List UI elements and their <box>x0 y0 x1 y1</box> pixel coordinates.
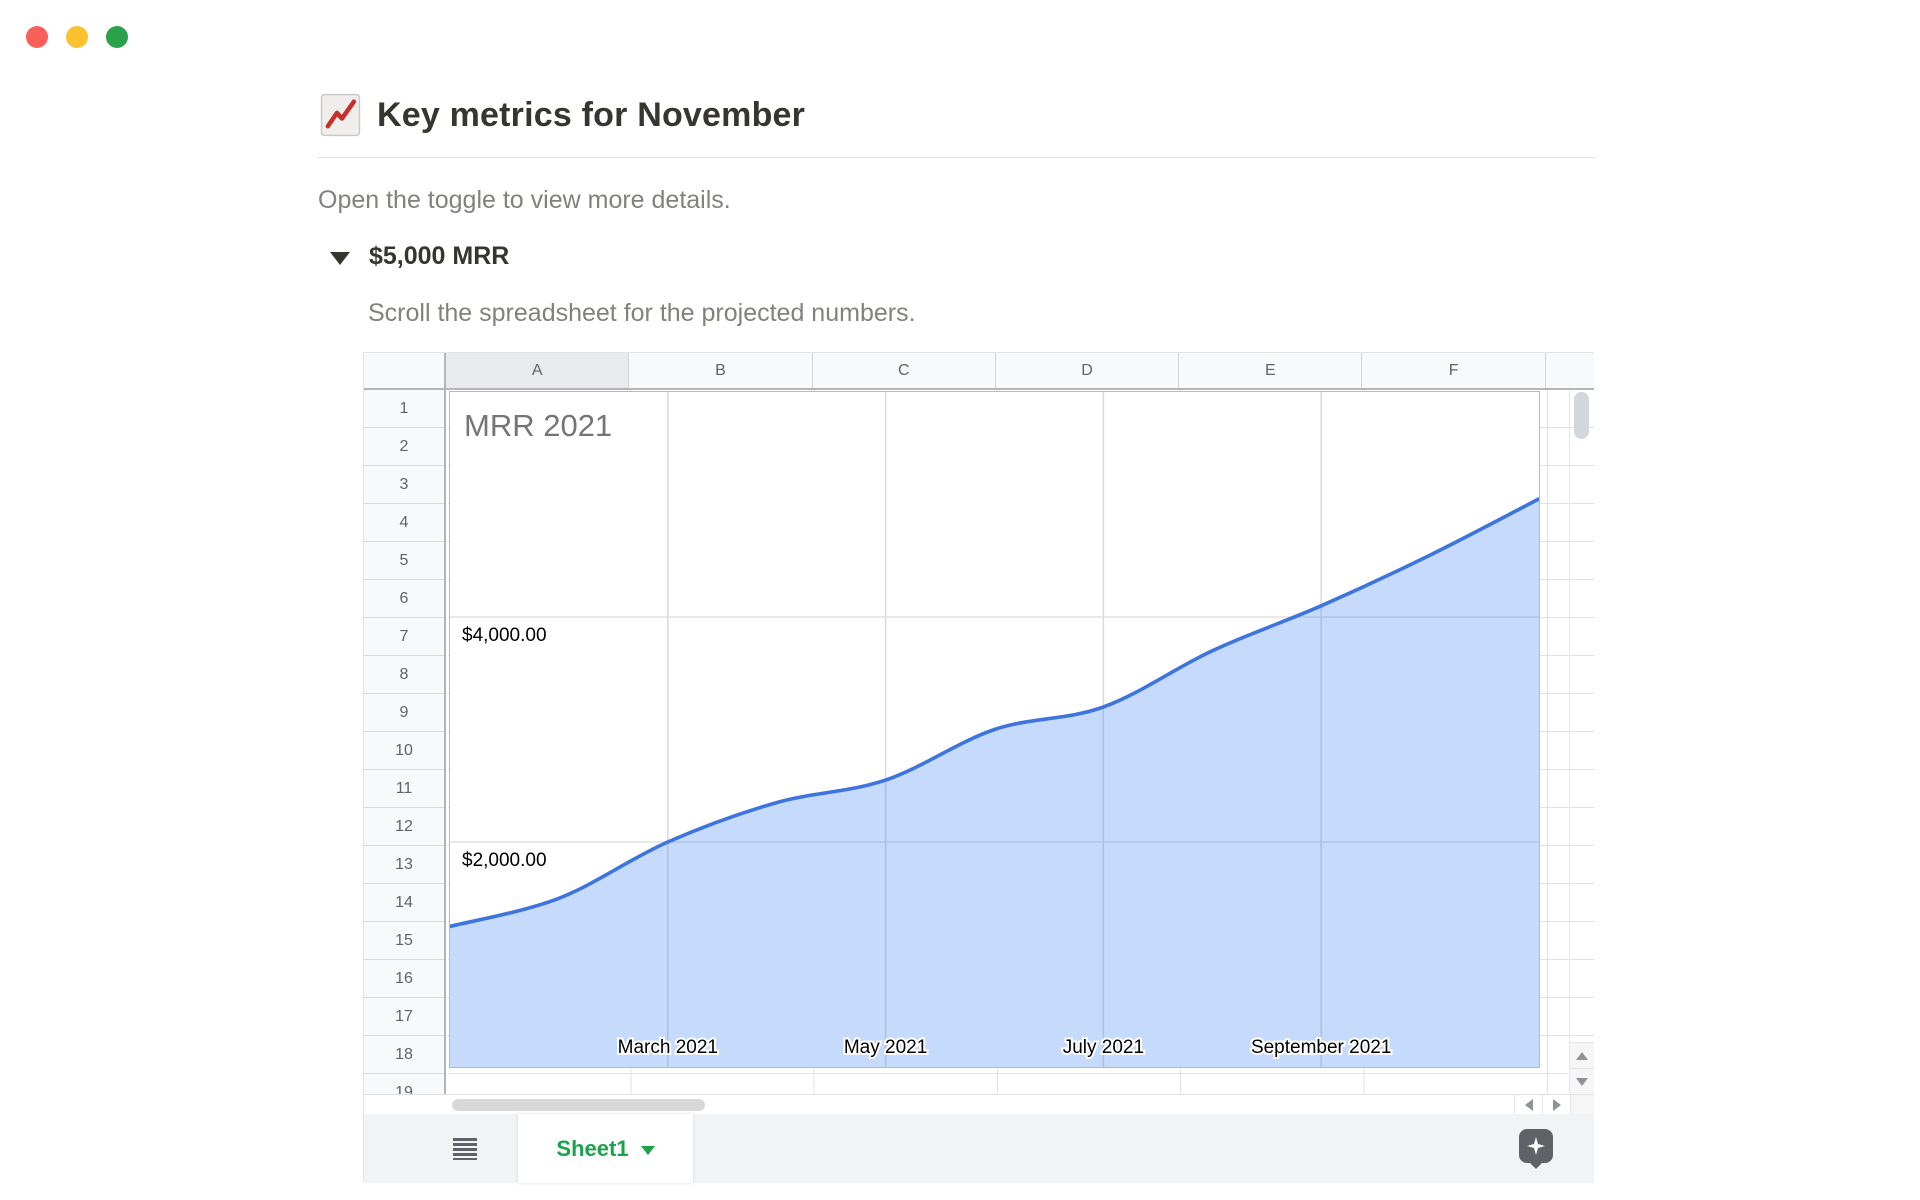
zoom-button[interactable] <box>106 26 128 48</box>
right-arrow-icon <box>1552 1099 1561 1111</box>
x-axis-label: July 2021 <box>1063 1037 1144 1058</box>
y-axis-label: $4,000.00 <box>462 625 547 646</box>
row-header-17[interactable]: 17 <box>364 998 444 1036</box>
up-arrow-icon <box>1576 1051 1588 1060</box>
intro-paragraph[interactable]: Open the toggle to view more details. <box>318 186 731 214</box>
scroll-down-button[interactable] <box>1570 1068 1594 1094</box>
column-header-partial <box>1545 353 1594 388</box>
row-header-19[interactable]: 19 <box>364 1074 444 1094</box>
column-header-C[interactable]: C <box>812 353 996 388</box>
x-axis-label: May 2021 <box>844 1037 927 1058</box>
left-arrow-icon <box>1524 1099 1533 1111</box>
row-header-1[interactable]: 1 <box>364 390 444 428</box>
row-header-12[interactable]: 12 <box>364 808 444 846</box>
close-button[interactable] <box>26 26 48 48</box>
row-header-9[interactable]: 9 <box>364 694 444 732</box>
row-header-11[interactable]: 11 <box>364 770 444 808</box>
sheet-tab-bar: Sheet1 <box>364 1114 1594 1183</box>
toggle-label[interactable]: $5,000 MRR <box>369 242 510 270</box>
scroll-right-button[interactable] <box>1542 1095 1570 1115</box>
row-header-15[interactable]: 15 <box>364 922 444 960</box>
row-header-2[interactable]: 2 <box>364 428 444 466</box>
chart-series-line <box>450 497 1539 929</box>
mrr-chart-svg: MRR 2021 $4,000.00 $2,000.00 March 2021 May … <box>450 392 1539 1067</box>
row-header-8[interactable]: 8 <box>364 656 444 694</box>
x-axis-label: September 2021 <box>1251 1037 1392 1058</box>
horizontal-scrollbar[interactable] <box>364 1094 1594 1115</box>
row-header-column: 1 2 3 4 5 6 7 8 9 10 11 12 13 14 15 16 17 18 19 <box>364 390 446 1094</box>
column-header-F[interactable]: F <box>1362 353 1546 388</box>
chart-increasing-emoji <box>320 93 361 137</box>
toggle-open-icon[interactable] <box>330 251 350 265</box>
row-header-7[interactable]: 7 <box>364 618 444 656</box>
scroll-left-button[interactable] <box>1514 1095 1542 1115</box>
explore-button[interactable] <box>1519 1129 1553 1163</box>
mrr-chart[interactable]: MRR 2021 $4,000.00 $2,000.00 March 2021 May … <box>449 391 1540 1068</box>
vertical-scrollbar[interactable] <box>1569 390 1594 1094</box>
window-controls <box>26 26 128 48</box>
column-header-D[interactable]: D <box>995 353 1180 388</box>
row-header-16[interactable]: 16 <box>364 960 444 998</box>
chart-area-fill <box>450 498 1539 1067</box>
select-all-corner[interactable] <box>364 353 446 388</box>
column-header-A[interactable]: A <box>446 353 630 388</box>
row-header-3[interactable]: 3 <box>364 466 444 504</box>
scrollbar-corner <box>1570 1095 1594 1115</box>
horizontal-scrollbar-thumb[interactable] <box>452 1099 705 1111</box>
minimize-button[interactable] <box>66 26 88 48</box>
sheet-tab[interactable]: Sheet1 <box>518 1114 693 1183</box>
toggle-block: $5,000 MRR <box>330 242 509 271</box>
sheet-tab-dropdown-icon[interactable] <box>640 1145 655 1155</box>
row-header-18[interactable]: 18 <box>364 1036 444 1074</box>
sheet-tab-label: Sheet1 <box>556 1135 629 1161</box>
row-header-6[interactable]: 6 <box>364 580 444 618</box>
scroll-up-button[interactable] <box>1570 1042 1594 1068</box>
row-header-10[interactable]: 10 <box>364 732 444 770</box>
row-header-4[interactable]: 4 <box>364 504 444 542</box>
page-title-row: Key metrics for November <box>318 92 805 138</box>
down-arrow-icon <box>1576 1077 1588 1086</box>
row-header-14[interactable]: 14 <box>364 884 444 922</box>
row-header-5[interactable]: 5 <box>364 542 444 580</box>
toggle-hint-paragraph[interactable]: Scroll the spreadsheet for the projected… <box>368 299 916 327</box>
column-header-B[interactable]: B <box>629 353 813 388</box>
vertical-scrollbar-thumb[interactable] <box>1574 392 1589 439</box>
sparkle-icon <box>1527 1137 1545 1155</box>
x-axis-label: March 2021 <box>618 1037 718 1058</box>
column-header-E[interactable]: E <box>1179 353 1363 388</box>
chart-title: MRR 2021 <box>464 408 612 443</box>
y-axis-label: $2,000.00 <box>462 850 547 871</box>
all-sheets-menu-icon[interactable] <box>453 1138 477 1160</box>
page-title[interactable]: Key metrics for November <box>377 95 806 134</box>
title-divider <box>317 157 1597 158</box>
row-header-13[interactable]: 13 <box>364 846 444 884</box>
